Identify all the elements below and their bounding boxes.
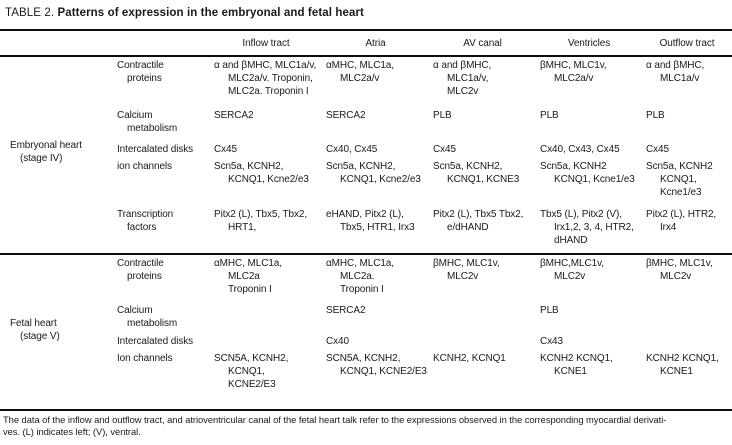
row-category: Ion channels [117,353,173,364]
fetal-heart-section: Fetal heart (stage V) Contractile protei… [0,254,732,410]
table-row: ion channels Scn5a, KCNH2, KCNQ1, Kcne2/… [0,158,732,206]
embryonal-heart-section: Embryonal heart (stage IV) Contractile p… [0,56,732,254]
data-cell: PLB [540,305,559,316]
data-cell: Pitx2 (L), Tbx5, Tbx2, HRT1, [214,209,308,233]
table-title-text: Patterns of expression in the embryonal … [57,7,364,19]
data-cell: αMHC, MLC1a, MLC2a/v [326,60,394,84]
table-row: Calcium metabolism SERCA2 SERCA2 PLB PLB… [0,107,732,141]
data-cell: βMHC, MLC1v, MLC2v [646,258,713,282]
column-header-av-canal: AV canal [463,38,502,49]
data-cell: PLB [540,110,559,121]
data-cell: PLB [433,110,452,121]
row-category: Intercalated disks [117,144,194,155]
header-row: Inflow tract Atria AV canal Ventricles O… [0,30,732,56]
data-cell: SERCA2 [326,110,366,121]
row-category: Calcium metabolism [117,305,178,329]
data-cell: Scn5a, KCNH2 KCNQ1, Kcne1/e3 [540,161,635,185]
table-header: Inflow tract Atria AV canal Ventricles O… [0,30,732,56]
data-cell: Tbx5 (L), Pitx2 (V), Irx1,2, 3, 4, HTR2,… [540,209,634,246]
data-cell [642,333,732,350]
data-cell: Scn5a, KCNH2 KCNQ1, Kcne1/e3 [646,161,713,198]
data-cell: Cx40, Cx45 [326,144,378,155]
table-row: Intercalated disks Cx40 Cx43 [0,333,732,350]
table-row: Intercalated disks Cx45 Cx40, Cx45 Cx45 … [0,141,732,158]
data-cell: PLB [646,110,665,121]
table-row: Ion channels SCN5A, KCNH2, KCNQ1, KCNE2/… [0,350,732,410]
data-cell: αMHC, MLC1a, MLC2a Troponin I [214,258,282,295]
table-row: Transcription factors Pitx2 (L), Tbx5, T… [0,206,732,254]
data-cell [429,302,536,333]
column-header-outflow-tract: Outflow tract [659,38,715,49]
row-category: Calcium metabolism [117,110,178,134]
header-spacer-group [0,30,110,56]
row-category: Transcription factors [117,209,174,233]
data-cell: Cx43 [540,336,563,347]
data-cell: KCNH2, KCNQ1 [433,353,506,364]
data-cell: KCNH2 KCNQ1, KCNE1 [540,353,613,377]
table-row: Embryonal heart (stage IV) Contractile p… [0,56,732,164]
data-cell [429,333,536,350]
data-cell: βMHC, MLC1v, MLC2v [433,258,500,282]
data-cell [210,302,322,333]
data-cell: Scn5a, KCNH2, KCNQ1, Kcne2/e3 [326,161,421,185]
header-spacer-category [110,30,210,56]
table-footnote: The data of the inflow and outflow tract… [3,414,667,437]
table-number: TABLE 2. [5,7,55,19]
row-category: Contractile proteins [117,60,164,84]
data-cell: eHAND, Pitx2 (L), Tbx5, HTR1, Irx3 [326,209,415,233]
column-header-inflow-tract: Inflow tract [242,38,290,49]
data-cell: Pitx2 (L), HTR2, Irx4 [646,209,717,233]
column-header-ventricles: Ventricles [567,38,611,49]
data-cell: α and βMHC, MLC1a/v [646,60,705,84]
row-group-label-fetal: Fetal heart (stage V) [10,318,60,342]
data-cell: βMHC, MLC1v, MLC2a/v [540,60,607,84]
data-cell: αMHC, MLC1a, MLC2a. Troponin I [326,258,394,295]
table-row: Calcium metabolism SERCA2 PLB [0,302,732,333]
table-title: TABLE 2. Patterns of expression in the e… [0,6,732,20]
row-category: ion channels [117,161,172,172]
data-cell: Scn5a, KCNH2, KCNQ1, KCNE3 [433,161,520,185]
data-cell: Cx45 [214,144,237,155]
row-category: Intercalated disks [117,336,194,347]
data-cell: SERCA2 [214,110,254,121]
data-cell [210,333,322,350]
data-cell: SCN5A, KCNH2, KCNQ1, KCNE2/E3 [214,353,289,390]
data-cell: α and βMHC, MLC1a/v, MLC2a/v. Troponin, … [214,60,317,97]
data-cell: Scn5a, KCNH2, KCNQ1, Kcne2/e3 [214,161,309,185]
expression-table: Inflow tract Atria AV canal Ventricles O… [0,29,732,411]
column-header-atria: Atria [365,38,386,49]
table-row: Fetal heart (stage V) Contractile protei… [0,254,732,342]
data-cell: Cx40 [326,336,349,347]
data-cell: KCNH2 KCNQ1, KCNE1 [646,353,719,377]
data-cell: Pitx2 (L), Tbx5 Tbx2, e/dHAND [433,209,524,233]
row-category: Contractile proteins [117,258,164,282]
data-cell: α and βMHC, MLC1a/v, MLC2v [433,60,492,97]
data-cell: Cx45 [646,144,669,155]
data-cell: Cx40, Cx43, Cx45 [540,144,620,155]
row-group-label-embryonal: Embryonal heart (stage IV) [10,139,82,164]
data-cell: Cx45 [433,144,456,155]
data-cell: βMHC,MLC1v, MLC2v [540,258,604,282]
data-cell [642,302,732,333]
data-cell: SERCA2 [326,305,366,316]
data-cell: SCN5A, KCNH2, KCNQ1, KCNE2/E3 [326,353,427,377]
